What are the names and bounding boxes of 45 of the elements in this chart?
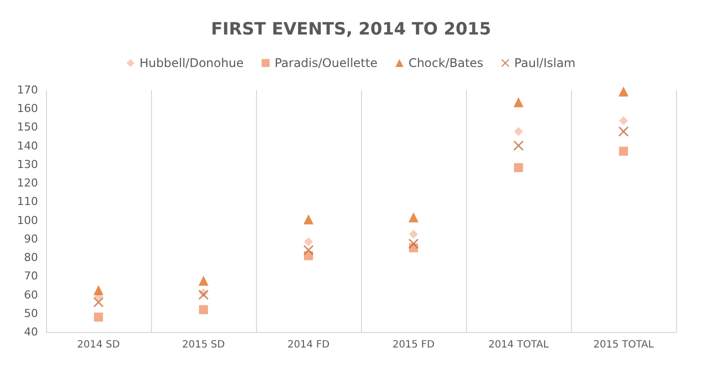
point <box>514 140 524 151</box>
x-tick-label: 2014 FD <box>287 340 330 350</box>
x-tick-label: 2015 SD <box>182 340 226 350</box>
point <box>304 245 314 256</box>
y-tick-label: 100 <box>17 214 38 227</box>
legend-label: Paradis/Ouellette <box>274 56 378 70</box>
y-tick-label: 130 <box>17 158 38 171</box>
y-tick-label: 60 <box>24 288 38 302</box>
y-tick-label: 140 <box>17 139 38 152</box>
point <box>514 97 524 108</box>
point <box>304 237 313 246</box>
y-tick-label: 80 <box>24 251 38 264</box>
point <box>94 297 104 308</box>
y-tick-label: 170 <box>17 84 38 96</box>
point <box>94 312 103 322</box>
y-tick-label: 150 <box>17 120 38 134</box>
point <box>514 163 523 172</box>
legend-label: Hubbell/Donohue <box>140 56 244 70</box>
point <box>199 305 208 314</box>
legend-label: Chock/Bates <box>408 56 484 70</box>
point <box>198 276 208 286</box>
y-tick-label: 160 <box>17 102 38 116</box>
point <box>408 238 418 249</box>
x-tick-label: 2014 TOTAL <box>488 340 550 350</box>
y-tick-label: 70 <box>24 270 38 283</box>
point <box>618 86 628 96</box>
x-tick-label: 2015 TOTAL <box>593 340 654 350</box>
point <box>408 212 418 222</box>
chart-title: FIRST EVENTS, 2014 TO 2015 <box>210 20 492 40</box>
y-tick-label: 110 <box>17 195 38 208</box>
x-tick-label: 2014 SD <box>77 340 120 350</box>
point <box>304 214 314 224</box>
point <box>619 116 628 126</box>
y-tick-label: 120 <box>17 176 38 190</box>
x-tick-label: 2015 FD <box>392 340 435 350</box>
point <box>619 146 628 156</box>
legend-label: Paul/Islam <box>514 56 576 70</box>
point <box>94 285 104 296</box>
y-tick-label: 50 <box>24 306 38 320</box>
y-tick-label: 90 <box>24 232 38 246</box>
point <box>514 127 523 136</box>
point <box>618 126 628 137</box>
point <box>198 290 208 300</box>
point <box>409 230 418 239</box>
y-tick-label: 40 <box>24 326 38 338</box>
